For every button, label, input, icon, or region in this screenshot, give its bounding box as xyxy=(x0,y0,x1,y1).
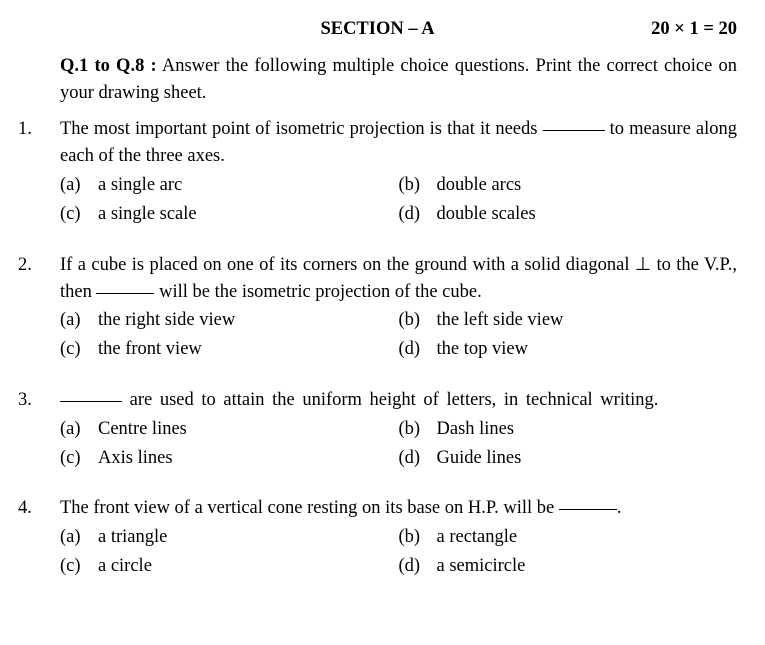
question-text: If a cube is placed on one of its corner… xyxy=(60,252,737,306)
option-d: (d)double scales xyxy=(399,201,738,228)
blank xyxy=(559,509,617,510)
option-b: (b)Dash lines xyxy=(399,416,738,443)
q-text-pre: The front view of a vertical cone restin… xyxy=(60,498,559,518)
option-text: Guide lines xyxy=(437,445,738,472)
option-label: (a) xyxy=(60,524,98,551)
question-text: are used to attain the uniform height of… xyxy=(60,387,737,414)
options: (a)a triangle (b)a rectangle (c)a circle… xyxy=(60,524,737,582)
option-b: (b)the left side view xyxy=(399,307,738,334)
exam-page: SECTION – A 20 × 1 = 20 Q.1 to Q.8 : Ans… xyxy=(0,0,765,645)
option-label: (c) xyxy=(60,201,98,228)
question-number: 2. xyxy=(18,252,60,306)
option-text: a single scale xyxy=(98,201,399,228)
options: (a)Centre lines (b)Dash lines (c)Axis li… xyxy=(60,416,737,474)
question-4: 4. The front view of a vertical cone res… xyxy=(18,495,737,581)
question-1: 1. The most important point of isometric… xyxy=(18,116,737,229)
question-range: Q.1 to Q.8 : xyxy=(60,56,157,76)
section-header: SECTION – A 20 × 1 = 20 xyxy=(18,16,737,43)
option-label: (d) xyxy=(399,201,437,228)
blank xyxy=(96,293,154,294)
question-3: 3. are used to attain the uniform height… xyxy=(18,387,737,473)
question-number: 1. xyxy=(18,116,60,170)
q-text-post: are used to attain the uniform height of… xyxy=(122,390,658,410)
option-label: (c) xyxy=(60,553,98,580)
option-a: (a)Centre lines xyxy=(60,416,399,443)
question-text: The most important point of isometric pr… xyxy=(60,116,737,170)
option-label: (a) xyxy=(60,307,98,334)
option-label: (d) xyxy=(399,336,437,363)
option-c: (c)a circle xyxy=(60,553,399,580)
option-text: a rectangle xyxy=(437,524,738,551)
section-title: SECTION – A xyxy=(320,16,434,43)
option-c: (c)Axis lines xyxy=(60,445,399,472)
option-a: (a)the right side view xyxy=(60,307,399,334)
option-text: the left side view xyxy=(437,307,738,334)
option-text: the right side view xyxy=(98,307,399,334)
option-c: (c)a single scale xyxy=(60,201,399,228)
blank xyxy=(543,130,605,131)
blank xyxy=(60,401,122,402)
option-text: double arcs xyxy=(437,172,738,199)
option-d: (d)the top view xyxy=(399,336,738,363)
option-label: (b) xyxy=(399,307,437,334)
option-label: (b) xyxy=(399,416,437,443)
question-2: 2. If a cube is placed on one of its cor… xyxy=(18,252,737,365)
options: (a)a single arc (b)double arcs (c)a sing… xyxy=(60,172,737,230)
options: (a)the right side view (b)the left side … xyxy=(60,307,737,365)
instructions: Q.1 to Q.8 : Answer the following multip… xyxy=(60,53,737,107)
option-a: (a)a triangle xyxy=(60,524,399,551)
option-label: (a) xyxy=(60,416,98,443)
option-text: the top view xyxy=(437,336,738,363)
option-text: a semicircle xyxy=(437,553,738,580)
option-text: Axis lines xyxy=(98,445,399,472)
q-text-post: will be the isometric projection of the … xyxy=(154,282,481,302)
option-text: a triangle xyxy=(98,524,399,551)
option-label: (c) xyxy=(60,336,98,363)
option-d: (d)a semicircle xyxy=(399,553,738,580)
question-number: 3. xyxy=(18,387,60,414)
perpendicular-symbol: ⊥ xyxy=(635,255,651,275)
q-text-pre: The most important point of isometric pr… xyxy=(60,119,543,139)
option-c: (c)the front view xyxy=(60,336,399,363)
question-text: The front view of a vertical cone restin… xyxy=(60,495,737,522)
option-text: a circle xyxy=(98,553,399,580)
question-number: 4. xyxy=(18,495,60,522)
option-text: Centre lines xyxy=(98,416,399,443)
option-label: (b) xyxy=(399,524,437,551)
option-text: Dash lines xyxy=(437,416,738,443)
option-a: (a)a single arc xyxy=(60,172,399,199)
q-text-pre: If a cube is placed on one of its corner… xyxy=(60,255,635,275)
section-marks: 20 × 1 = 20 xyxy=(651,16,737,43)
option-text: the front view xyxy=(98,336,399,363)
option-b: (b)double arcs xyxy=(399,172,738,199)
option-label: (b) xyxy=(399,172,437,199)
option-b: (b)a rectangle xyxy=(399,524,738,551)
option-text: double scales xyxy=(437,201,738,228)
option-text: a single arc xyxy=(98,172,399,199)
option-label: (d) xyxy=(399,445,437,472)
option-label: (d) xyxy=(399,553,437,580)
option-d: (d)Guide lines xyxy=(399,445,738,472)
option-label: (c) xyxy=(60,445,98,472)
option-label: (a) xyxy=(60,172,98,199)
q-text-post: . xyxy=(617,498,622,518)
instructions-text: Answer the following multiple choice que… xyxy=(60,56,737,103)
